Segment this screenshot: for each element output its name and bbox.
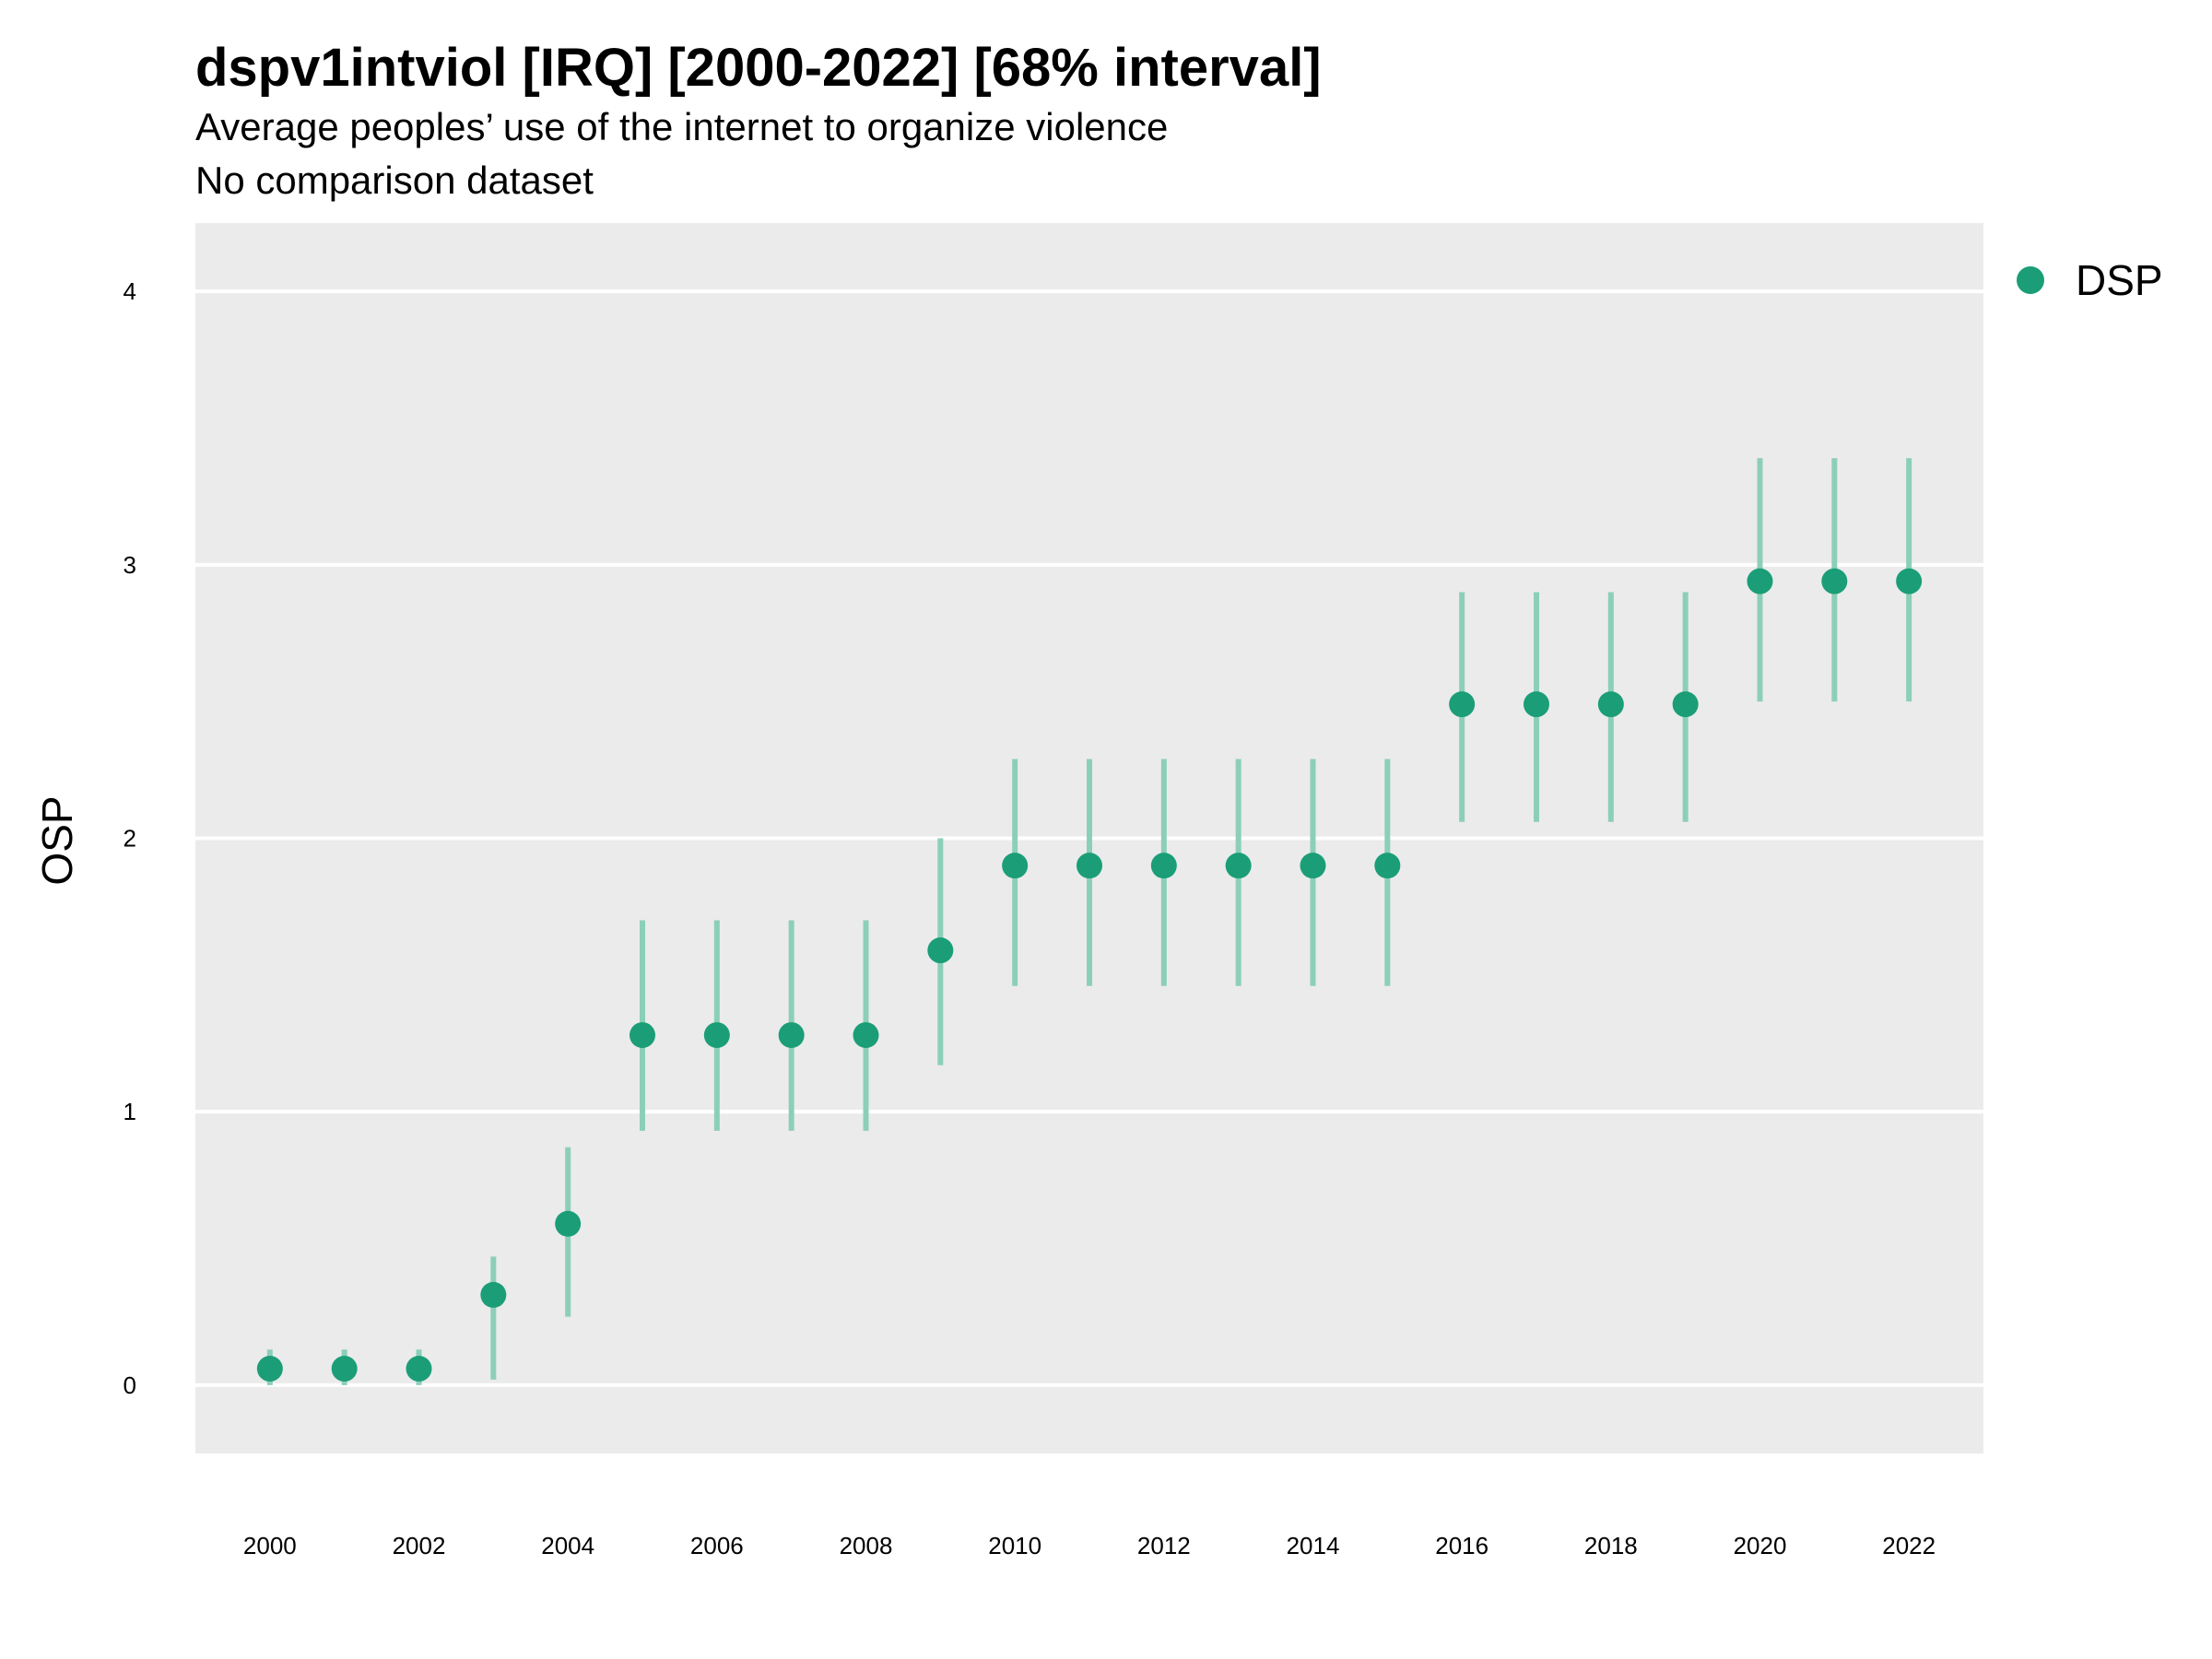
x-tick-label: 2020 xyxy=(1734,1532,1787,1559)
data-point xyxy=(480,1281,507,1308)
y-axis-title: OSP xyxy=(33,795,81,885)
data-point xyxy=(629,1022,655,1049)
x-tick-label: 2008 xyxy=(840,1532,893,1559)
x-tick-label: 2002 xyxy=(393,1532,446,1559)
chart-caption: No comparison dataset xyxy=(195,159,594,202)
data-point xyxy=(1077,853,1102,879)
data-point xyxy=(555,1210,582,1237)
data-point xyxy=(778,1022,805,1049)
data-point xyxy=(1821,568,1848,594)
legend: DSP xyxy=(2017,256,2163,304)
data-points xyxy=(256,568,1923,1382)
x-tick-label: 2006 xyxy=(690,1532,744,1559)
x-tick-label: 2014 xyxy=(1287,1532,1340,1559)
data-point xyxy=(1747,568,1773,594)
y-tick-label: 1 xyxy=(124,1098,136,1125)
x-tick-labels: 2000 2002 2004 2006 2008 2010 2012 2014 2016 2018… xyxy=(243,1532,1936,1559)
legend-label-dsp: DSP xyxy=(2076,256,2163,304)
x-tick-label: 2012 xyxy=(1137,1532,1191,1559)
data-point xyxy=(1225,853,1252,879)
data-point xyxy=(1002,853,1029,879)
data-point xyxy=(1896,568,1923,594)
x-tick-label: 2010 xyxy=(988,1532,1041,1559)
y-tick-labels: 0 1 2 3 4 xyxy=(124,277,136,1399)
data-point xyxy=(1150,853,1177,879)
legend-key-dsp xyxy=(2017,266,2044,294)
y-tick-label: 3 xyxy=(124,551,136,579)
data-point xyxy=(927,937,954,964)
x-tick-label: 2004 xyxy=(541,1532,594,1559)
gridlines xyxy=(195,289,1983,1387)
data-point xyxy=(1597,691,1624,718)
chart-title: dspv1intviol [IRQ] [2000-2022] [68% inte… xyxy=(195,38,1322,98)
data-point xyxy=(703,1022,730,1049)
y-tick-label: 0 xyxy=(124,1371,136,1399)
y-tick-label: 2 xyxy=(124,825,136,853)
x-tick-label: 2022 xyxy=(1882,1532,1936,1559)
data-point xyxy=(331,1356,358,1382)
data-point xyxy=(406,1356,432,1382)
data-point xyxy=(256,1356,283,1382)
data-point xyxy=(1374,853,1401,879)
y-tick-label: 4 xyxy=(124,277,136,305)
x-tick-label: 2000 xyxy=(243,1532,297,1559)
x-tick-label: 2018 xyxy=(1584,1532,1638,1559)
x-tick-label: 2016 xyxy=(1435,1532,1488,1559)
chart-subtitle: Average peoples’ use of the internet to … xyxy=(195,105,1169,148)
data-point xyxy=(1449,691,1476,718)
data-point xyxy=(1300,853,1326,879)
data-point xyxy=(1672,691,1699,718)
data-point xyxy=(1524,691,1549,718)
data-point xyxy=(853,1022,879,1049)
